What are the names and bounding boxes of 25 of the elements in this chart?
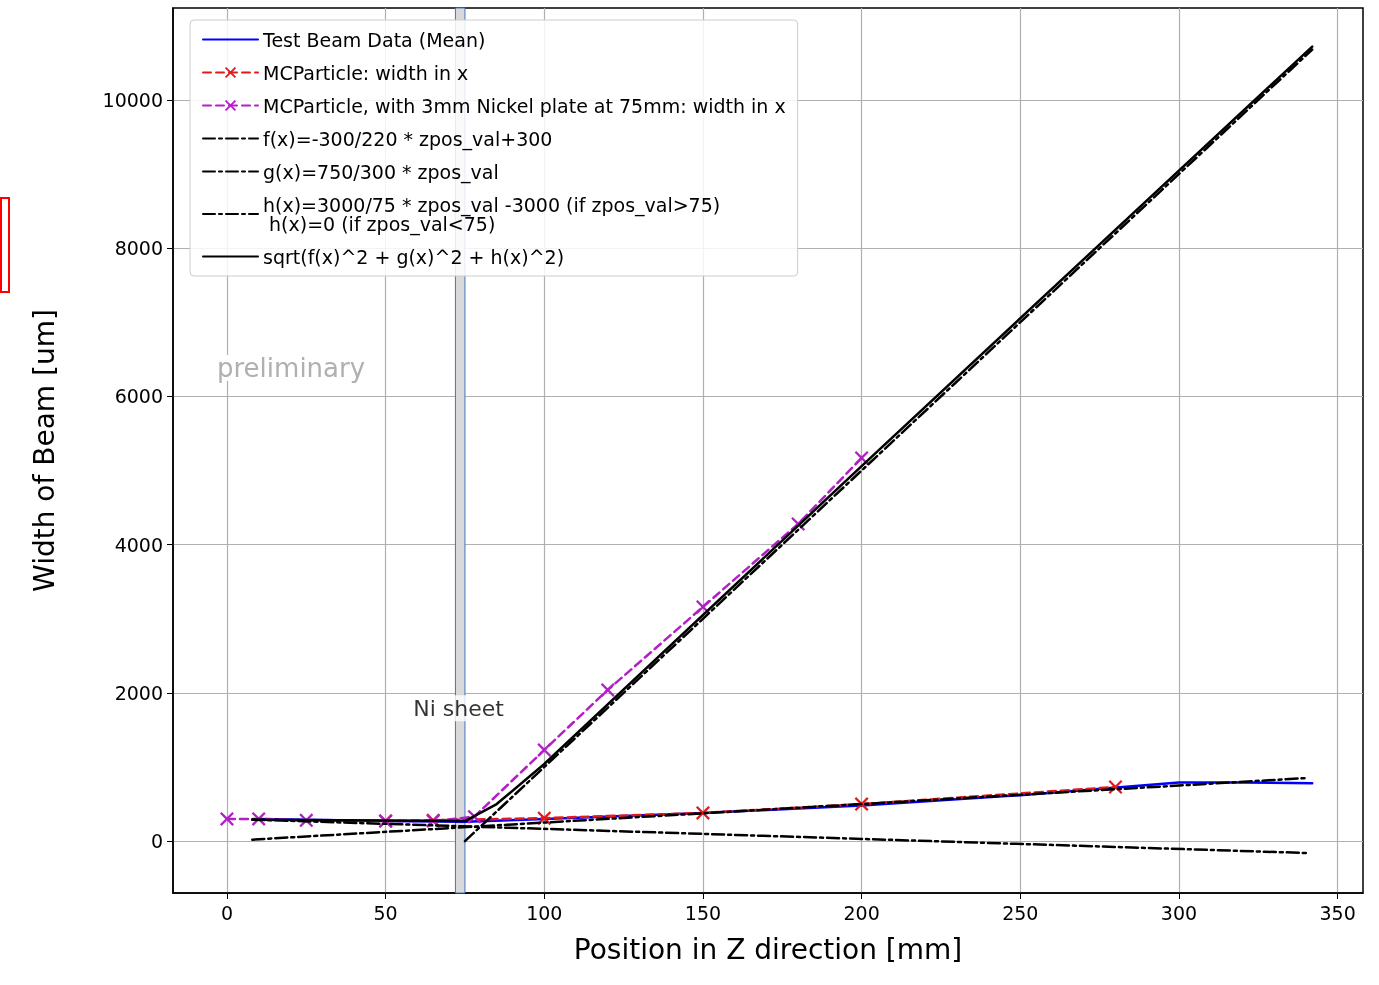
legend-label: f(x)=-300/220 * zpos_val+300	[263, 127, 553, 151]
x-tick-label: 300	[1160, 901, 1198, 924]
y-tick-label: 0	[150, 830, 163, 853]
x-tick-label: 200	[843, 901, 880, 924]
x-tick-label: 250	[1002, 901, 1039, 924]
legend-label: g(x)=750/300 * zpos_val	[263, 160, 499, 184]
x-axis-title: Position in Z direction [mm]	[573, 932, 963, 966]
legend-label: h(x)=3000/75 * zpos_val -3000 (if zpos_val>75) h(x)=0 (if zpos_val<75)	[263, 193, 721, 236]
legend-label: MCParticle, with 3mm Nickel plate at 75mm: width in x	[263, 94, 786, 117]
y-tick-label: 6000	[114, 385, 163, 408]
x-tick-label: 50	[373, 901, 398, 924]
x-tick-label: 150	[684, 901, 722, 924]
y-tick-label: 10000	[102, 88, 163, 111]
annotation: preliminary	[217, 353, 366, 383]
annotation: Ni sheet	[413, 695, 505, 721]
x-tick-label: 0	[220, 901, 233, 924]
legend-label: MCParticle: width in x	[263, 61, 469, 84]
legend-label: Test Beam Data (Mean)	[262, 28, 486, 51]
y-tick-label: 4000	[114, 533, 163, 556]
y-axis-title: Width of Beam [um]	[27, 309, 61, 592]
legend-label: sqrt(f(x)^2 + g(x)^2 + h(x)^2)	[263, 245, 565, 268]
y-tick-label: 2000	[114, 681, 163, 704]
x-tick-label: 100	[526, 901, 563, 924]
x-tick-label: 350	[1319, 901, 1356, 924]
y-tick-label: 8000	[114, 237, 163, 260]
